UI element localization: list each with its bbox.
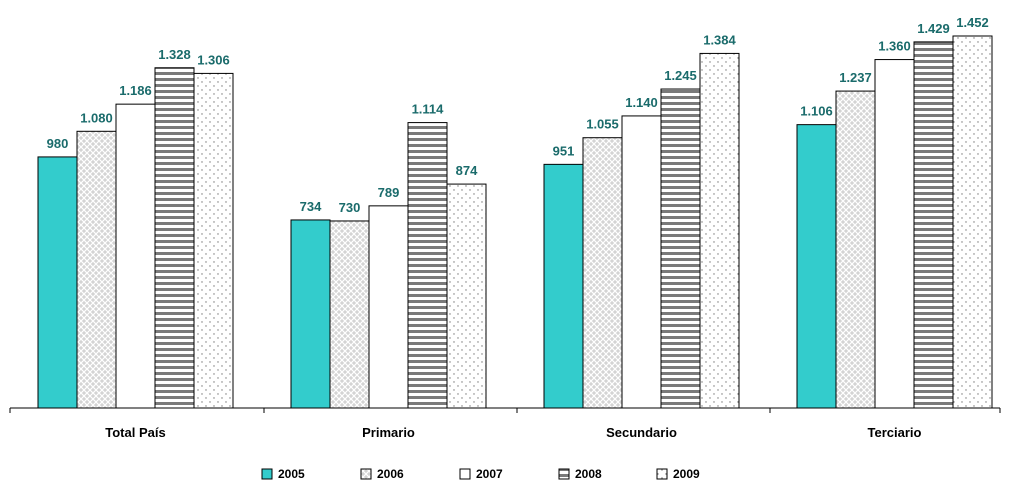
- data-label-2009-2: 1.384: [703, 32, 736, 47]
- bar-2006-1: [329, 220, 370, 409]
- bar-2005-3: [796, 124, 837, 409]
- legend-swatch-2009: [656, 468, 668, 480]
- data-label-2008-0: 1.328: [158, 47, 191, 62]
- data-label-2009-1: 874: [456, 163, 478, 178]
- bar-2005-2: [543, 163, 584, 409]
- data-label-2006-1: 730: [339, 200, 361, 215]
- legend-label-2007: 2007: [476, 467, 503, 481]
- data-label-2005-2: 951: [553, 143, 575, 158]
- legend-label-2008: 2008: [575, 467, 602, 481]
- bar-2007-2: [621, 115, 662, 409]
- bar-2007-0: [115, 103, 156, 409]
- data-label-2007-0: 1.186: [119, 83, 152, 98]
- data-label-2005-3: 1.106: [800, 104, 833, 119]
- category-label-0: Total País: [105, 425, 165, 440]
- legend-label-2009: 2009: [673, 467, 700, 481]
- bar-2009-2: [699, 52, 740, 409]
- data-label-2008-2: 1.245: [664, 68, 697, 83]
- bar-2006-2: [582, 137, 623, 409]
- bar-2007-3: [874, 59, 915, 409]
- bar-2006-3: [835, 90, 876, 409]
- legend-swatch-2006: [360, 468, 372, 480]
- legend-swatch-2005: [261, 468, 273, 480]
- bar-2006-0: [76, 130, 117, 409]
- category-label-1: Primario: [362, 425, 415, 440]
- bar-2008-2: [660, 88, 701, 409]
- bar-2005-1: [290, 219, 331, 409]
- bar-2007-1: [368, 205, 409, 409]
- data-label-2007-2: 1.140: [625, 95, 658, 110]
- legend-label-2005: 2005: [278, 467, 305, 481]
- bar-2008-1: [407, 122, 448, 409]
- data-label-2006-0: 1.080: [80, 110, 113, 125]
- bar-2009-0: [193, 72, 234, 409]
- data-label-2009-0: 1.306: [197, 52, 230, 67]
- data-label-2007-1: 789: [378, 185, 400, 200]
- legend-swatch-2007: [459, 468, 471, 480]
- category-label-2: Secundario: [606, 425, 677, 440]
- bar-2005-0: [37, 156, 78, 409]
- legend-label-2006: 2006: [377, 467, 404, 481]
- bar-2009-1: [446, 183, 487, 409]
- data-label-2008-3: 1.429: [917, 21, 950, 36]
- data-label-2005-1: 734: [300, 199, 322, 214]
- data-label-2009-3: 1.452: [956, 15, 989, 30]
- data-label-2006-2: 1.055: [586, 117, 619, 132]
- data-label-2006-3: 1.237: [839, 70, 872, 85]
- data-label-2008-1: 1.114: [412, 102, 445, 117]
- bar-2008-3: [913, 41, 954, 409]
- data-label-2007-3: 1.360: [878, 39, 911, 54]
- category-label-3: Terciario: [868, 425, 922, 440]
- legend-swatch-2008: [558, 468, 570, 480]
- bar-2009-3: [952, 35, 993, 409]
- bar-2008-0: [154, 67, 195, 409]
- data-label-2005-0: 980: [47, 136, 69, 151]
